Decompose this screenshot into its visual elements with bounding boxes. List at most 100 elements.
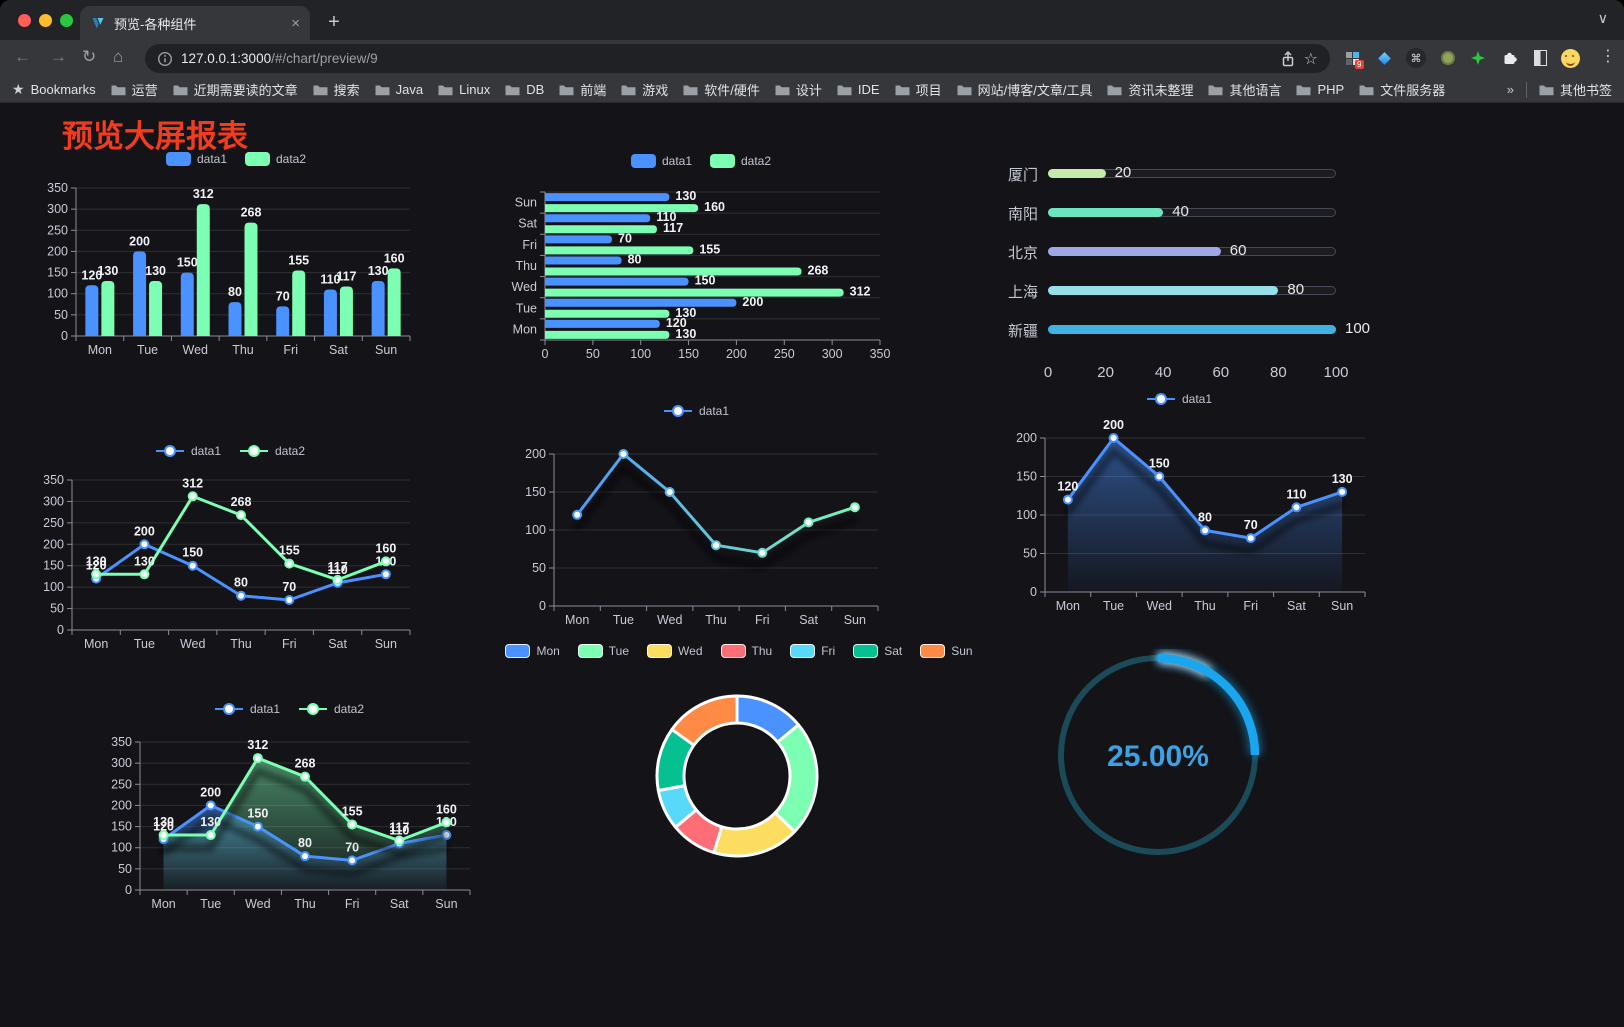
close-window-button[interactable] bbox=[18, 14, 31, 27]
bookmark-folder[interactable]: 软件/硬件 bbox=[683, 80, 760, 99]
site-info-icon[interactable] bbox=[157, 51, 173, 67]
legend-item-Sat[interactable]: Sat bbox=[853, 644, 902, 658]
progress-fill bbox=[1048, 325, 1336, 334]
share-icon[interactable] bbox=[1280, 50, 1296, 68]
back-button[interactable]: ← bbox=[14, 47, 31, 66]
extensions-puzzle-icon[interactable] bbox=[1498, 46, 1522, 70]
extension-mosaic-icon[interactable]: 9 bbox=[1340, 46, 1364, 70]
legend-item-data2[interactable]: data2 bbox=[239, 444, 305, 458]
legend-item-Sun[interactable]: Sun bbox=[920, 644, 973, 658]
tab-search-chevron-icon[interactable]: ∨ bbox=[1597, 10, 1608, 26]
bookmark-folder[interactable]: 搜索 bbox=[313, 80, 360, 99]
bookmark-folder[interactable]: PHP bbox=[1296, 82, 1344, 97]
bookmark-folder[interactable]: 其他语言 bbox=[1208, 80, 1281, 99]
svg-text:50: 50 bbox=[532, 561, 546, 575]
legend-item-data1[interactable]: data1 bbox=[155, 444, 221, 458]
legend-item-Wed[interactable]: Wed bbox=[647, 644, 703, 658]
bookmark-folder[interactable]: Linux bbox=[438, 82, 490, 97]
extension-diamond-icon[interactable] bbox=[1372, 46, 1396, 70]
svg-text:150: 150 bbox=[43, 559, 64, 573]
bookmark-folder[interactable]: 网站/博客/文章/工具 bbox=[957, 80, 1092, 99]
svg-text:312: 312 bbox=[182, 476, 203, 490]
minimize-window-button[interactable] bbox=[39, 14, 52, 27]
svg-text:Sat: Sat bbox=[799, 613, 818, 627]
legend-item-data1[interactable]: data1 bbox=[630, 154, 692, 168]
legend-item-Tue[interactable]: Tue bbox=[577, 644, 629, 658]
tab-close-icon[interactable]: × bbox=[291, 14, 300, 32]
new-tab-button[interactable]: + bbox=[328, 10, 340, 33]
legend-item-Thu[interactable]: Thu bbox=[720, 644, 772, 658]
svg-text:Fri: Fri bbox=[282, 637, 297, 651]
legend-label: Wed bbox=[678, 644, 703, 658]
bookmarks-manager[interactable]: ★ Bookmarks bbox=[12, 81, 96, 98]
svg-text:250: 250 bbox=[111, 777, 132, 791]
bookmark-folder[interactable]: 前端 bbox=[559, 80, 606, 99]
bookmark-folder[interactable]: IDE bbox=[837, 82, 880, 97]
bookmark-folder[interactable]: 游戏 bbox=[621, 80, 668, 99]
axis-tick-label: 60 bbox=[1212, 364, 1230, 381]
tab-favicon-icon bbox=[92, 18, 104, 29]
bookmark-folder[interactable]: DB bbox=[505, 82, 544, 97]
svg-text:70: 70 bbox=[618, 231, 632, 245]
svg-text:80: 80 bbox=[628, 253, 642, 267]
svg-text:130: 130 bbox=[145, 264, 166, 278]
bookmarks-overflow-chevron[interactable]: » bbox=[1506, 82, 1514, 97]
browser-menu-icon[interactable]: ⋮ bbox=[1600, 48, 1616, 65]
legend-marker-icon bbox=[663, 405, 692, 417]
svg-text:Fri: Fri bbox=[283, 343, 298, 357]
bookmark-folder[interactable]: 文件服务器 bbox=[1359, 80, 1445, 99]
browser-tab[interactable]: 预览-各种组件 × bbox=[80, 6, 310, 40]
extension-command-icon[interactable]: ⌘ bbox=[1404, 46, 1428, 70]
svg-text:Wed: Wed bbox=[183, 343, 209, 357]
legend-item-data1[interactable]: data1 bbox=[663, 404, 729, 418]
legend-item-data2[interactable]: data2 bbox=[298, 702, 364, 716]
svg-text:0: 0 bbox=[1030, 585, 1037, 599]
bookmark-star-icon[interactable]: ☆ bbox=[1303, 50, 1318, 68]
donut-slice-Sun[interactable] bbox=[670, 694, 739, 747]
svg-text:0: 0 bbox=[61, 329, 68, 343]
bookmark-folder[interactable]: 近期需要读的文章 bbox=[173, 80, 298, 99]
legend-label: Mon bbox=[536, 644, 560, 658]
bookmarks-label: Bookmarks bbox=[30, 82, 96, 97]
reload-button[interactable]: ↻ bbox=[82, 47, 97, 66]
bookmark-folder[interactable]: 设计 bbox=[775, 80, 822, 99]
bookmark-folder[interactable]: Java bbox=[375, 82, 423, 97]
folder-icon bbox=[1539, 85, 1554, 95]
other-bookmarks-folder[interactable]: 其他书签 bbox=[1539, 80, 1612, 99]
svg-text:200: 200 bbox=[1016, 431, 1037, 445]
bookmark-folder[interactable]: 运营 bbox=[111, 80, 158, 99]
svg-text:70: 70 bbox=[282, 580, 296, 594]
svg-text:250: 250 bbox=[774, 347, 795, 361]
forward-button[interactable]: → bbox=[50, 47, 67, 66]
legend-item-data1[interactable]: data1 bbox=[165, 152, 227, 166]
legend-item-Fri[interactable]: Fri bbox=[790, 644, 835, 658]
home-button[interactable]: ⌂ bbox=[113, 47, 124, 66]
svg-text:100: 100 bbox=[111, 841, 132, 855]
svg-text:350: 350 bbox=[43, 473, 64, 487]
svg-text:Sun: Sun bbox=[435, 897, 457, 911]
folder-icon bbox=[957, 85, 972, 95]
bookmark-folder[interactable]: 项目 bbox=[895, 80, 942, 99]
svg-text:150: 150 bbox=[182, 546, 203, 560]
extension-green-star-icon[interactable] bbox=[1466, 46, 1490, 70]
svg-text:268: 268 bbox=[295, 757, 316, 771]
line-gradient-canvas: 0 50 100 150 200 Mon Tue Wed Thu Fri Sat Sun bbox=[525, 447, 879, 627]
legend-item-data2[interactable]: data2 bbox=[710, 154, 771, 168]
donut-slice-Wed[interactable] bbox=[712, 811, 797, 858]
legend-item-data1[interactable]: data1 bbox=[1146, 392, 1212, 406]
legend-label: Fri bbox=[821, 644, 836, 658]
legend-item-data1[interactable]: data1 bbox=[214, 702, 280, 716]
svg-text:100: 100 bbox=[47, 287, 68, 301]
url-text[interactable]: 127.0.0.1:3000/#/chart/preview/9 bbox=[181, 51, 1272, 66]
bookmark-folder-label: 搜索 bbox=[333, 83, 360, 98]
extension-emoji-icon[interactable] bbox=[1558, 46, 1582, 70]
bookmark-folder-label: 设计 bbox=[795, 83, 822, 98]
legend-item-data2[interactable]: data2 bbox=[245, 152, 306, 166]
address-bar[interactable]: 127.0.0.1:3000/#/chart/preview/9 ☆ bbox=[145, 44, 1330, 73]
bookmark-folder[interactable]: 资讯未整理 bbox=[1107, 80, 1193, 99]
extension-contrast-icon[interactable] bbox=[1528, 46, 1552, 70]
donut-slice-Tue[interactable] bbox=[773, 723, 819, 834]
legend-item-Mon[interactable]: Mon bbox=[505, 644, 560, 658]
extension-green-dot-icon[interactable] bbox=[1436, 46, 1460, 70]
zoom-window-button[interactable] bbox=[60, 14, 73, 27]
